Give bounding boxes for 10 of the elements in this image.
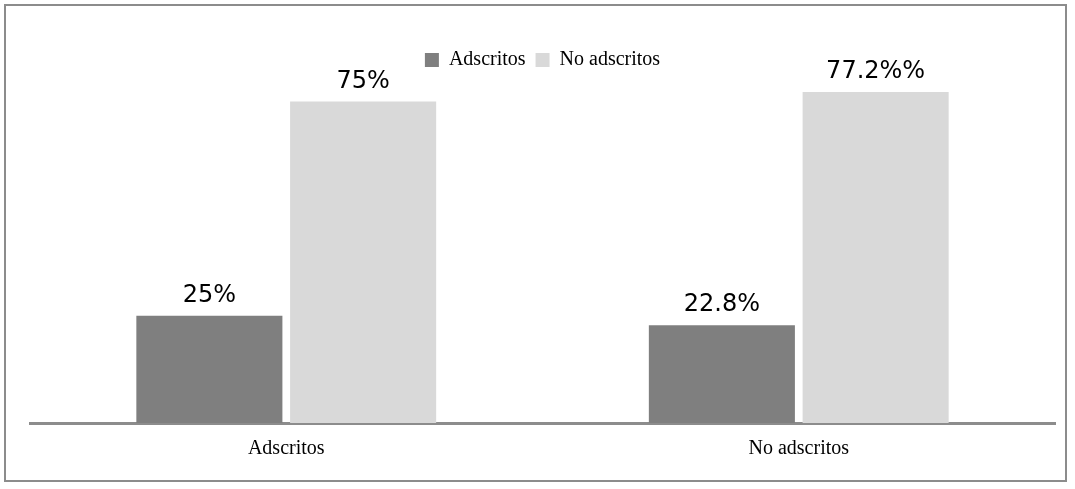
- bar: [136, 315, 283, 423]
- bar: [290, 101, 437, 423]
- data-label: 75%: [336, 65, 390, 94]
- data-label: 77.2%%: [826, 56, 926, 85]
- legend-label: No adscritos: [559, 47, 661, 70]
- data-label: 22.8%: [683, 289, 760, 318]
- legend-label: Adscritos: [448, 47, 526, 70]
- data-label: 25%: [182, 280, 237, 309]
- bar: [802, 92, 949, 423]
- bar: [648, 325, 795, 423]
